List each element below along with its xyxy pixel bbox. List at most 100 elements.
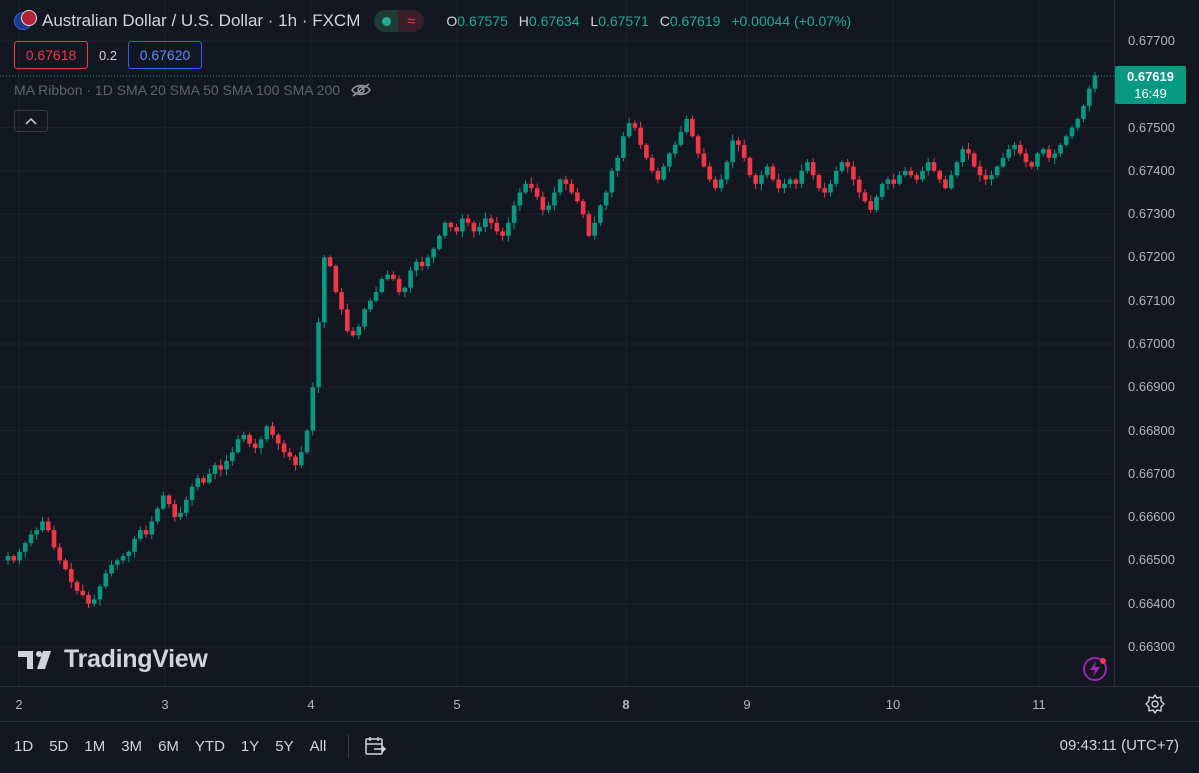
range-5d-button[interactable]: 5D: [49, 737, 69, 755]
candle-up: [304, 430, 310, 453]
candle-up: [431, 248, 436, 258]
timezone-clock[interactable]: 09:43:11 (UTC+7): [1059, 737, 1179, 754]
range-1m-button[interactable]: 1M: [84, 737, 106, 755]
candle-up: [224, 460, 229, 470]
candle-up: [557, 179, 563, 193]
candle-up: [137, 530, 143, 539]
price-tick-label: 0.66300: [1128, 639, 1175, 654]
candle-down: [690, 118, 695, 137]
candle-down: [345, 309, 350, 332]
candle-down: [868, 201, 873, 210]
candle-down: [931, 162, 937, 171]
candle-up: [782, 183, 787, 189]
market-status[interactable]: ≈: [374, 10, 425, 32]
candle-up: [5, 556, 11, 561]
range-5y-button[interactable]: 5Y: [275, 737, 294, 755]
candle-up: [724, 162, 730, 180]
range-6m-button[interactable]: 6M: [158, 737, 179, 755]
candle-down: [51, 530, 57, 548]
candle-up: [759, 175, 764, 184]
market-open-dot-icon: [374, 10, 399, 32]
candle-up: [442, 222, 448, 236]
candle-down: [851, 166, 856, 180]
candle-up: [258, 439, 264, 448]
close-label: C: [659, 13, 670, 29]
gear-icon[interactable]: [1144, 693, 1166, 715]
time-tick-label: 3: [161, 697, 169, 712]
eye-hidden-icon[interactable]: [350, 82, 372, 98]
low-value: 0.67571: [598, 13, 649, 29]
candle-down: [471, 222, 477, 232]
lightning-icon[interactable]: [1081, 655, 1109, 683]
aud-usd-flag-icon[interactable]: [14, 10, 37, 32]
date-range-selector: 1D 5D 1M 3M 6M YTD 1Y 5Y All: [14, 734, 387, 758]
tradingview-watermark[interactable]: TradingView: [18, 645, 208, 674]
candle-up: [523, 183, 528, 193]
open-value: 0.67575: [457, 13, 508, 29]
candle-down: [977, 166, 983, 176]
candle-up: [402, 287, 408, 293]
candle-down: [943, 179, 948, 189]
candle-up: [160, 495, 166, 509]
candle-up: [230, 452, 235, 461]
change-value: +0.00044 (+0.07%): [731, 13, 852, 29]
candle-up: [678, 131, 684, 145]
candle-down: [350, 331, 356, 336]
price-axis[interactable]: 0.67700 0.67500 0.67400 0.67300 0.67200 0.671…: [1114, 0, 1199, 686]
candle-up: [718, 179, 724, 189]
candle-up: [155, 508, 160, 522]
candle-down: [569, 183, 574, 193]
symbol-title[interactable]: Australian Dollar / U.S. Dollar · 1h · F…: [42, 11, 361, 30]
candle-down: [68, 569, 74, 583]
range-3m-button[interactable]: 3M: [121, 737, 143, 755]
price-tick-label: 0.66800: [1128, 422, 1175, 438]
candle-up: [667, 153, 672, 167]
candle-down: [983, 175, 989, 180]
candle-up: [684, 118, 689, 132]
range-1d-button[interactable]: 1D: [14, 737, 34, 755]
candle-up: [22, 543, 28, 552]
candle-down: [937, 170, 943, 180]
last-price-value: 0.67619: [1127, 69, 1174, 84]
candle-down: [856, 179, 862, 193]
collapse-legend-button[interactable]: [14, 110, 48, 132]
candle-down: [753, 175, 758, 184]
candle-up: [1052, 153, 1058, 158]
candle-down: [632, 123, 638, 128]
candle-up: [1040, 149, 1046, 154]
candle-down: [396, 279, 402, 293]
candle-up: [833, 170, 839, 184]
high-label: H: [518, 13, 529, 29]
buy-button[interactable]: 0.67620: [128, 41, 202, 69]
candle-up: [615, 157, 620, 171]
indicator-legend[interactable]: MA Ribbon · 1D SMA 20 SMA 50 SMA 100 SMA…: [14, 82, 372, 98]
range-1y-button[interactable]: 1Y: [240, 737, 260, 755]
candle-up: [17, 551, 22, 561]
candle-up: [460, 218, 465, 232]
candlestick-chart[interactable]: [0, 0, 1114, 686]
candle-down: [822, 188, 827, 193]
chart-pane[interactable]: Australian Dollar / U.S. Dollar · 1h · F…: [0, 0, 1114, 686]
range-ytd-button[interactable]: YTD: [194, 737, 225, 755]
candle-down: [201, 478, 206, 483]
candle-up: [1063, 136, 1069, 145]
candle-up: [34, 530, 40, 535]
candle-up: [91, 599, 97, 604]
candle-up: [109, 564, 114, 574]
candle-down: [891, 179, 897, 184]
candle-down: [218, 465, 224, 470]
open-label: O: [446, 13, 458, 29]
time-tick-label: 8: [622, 697, 630, 712]
price-tick-label: 0.66700: [1128, 465, 1175, 481]
candle-up: [126, 551, 132, 557]
range-all-button[interactable]: All: [309, 737, 327, 755]
sell-button[interactable]: 0.67618: [14, 41, 88, 69]
goto-date-calendar-icon[interactable]: [363, 734, 387, 758]
time-tick-label: 5: [453, 697, 461, 712]
time-axis[interactable]: 2 3 4 5 8 9 10 11: [0, 686, 1199, 721]
candle-up: [1006, 149, 1012, 158]
candle-down: [770, 166, 776, 180]
candle-up: [477, 227, 482, 232]
candle-up: [609, 170, 615, 193]
candle-down: [776, 179, 781, 189]
